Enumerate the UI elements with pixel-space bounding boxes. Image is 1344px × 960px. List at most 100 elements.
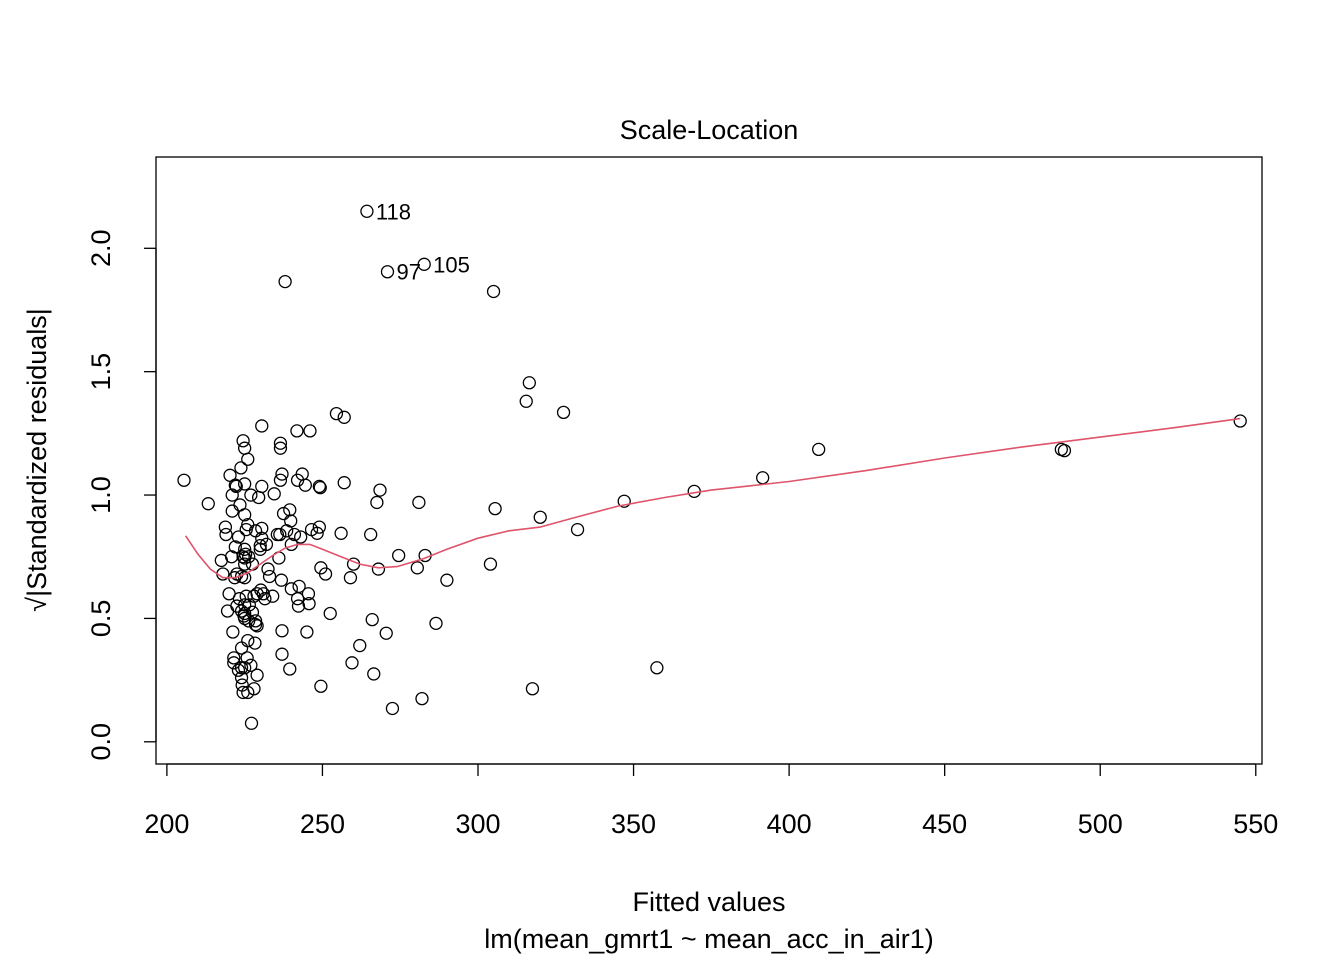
data-point xyxy=(245,605,260,619)
data-point xyxy=(250,668,264,682)
data-point xyxy=(367,667,381,681)
data-point xyxy=(283,503,297,517)
data-point xyxy=(290,424,304,438)
data-point xyxy=(225,504,239,518)
data-point xyxy=(303,424,317,438)
data-point xyxy=(373,483,387,497)
point-labels: 118 97 105 xyxy=(360,199,470,285)
labeled-point xyxy=(380,265,395,279)
x-axis: 200 250 300 350 400 450 500 550 xyxy=(144,763,1278,839)
data-point xyxy=(244,488,258,502)
data-point xyxy=(218,520,233,534)
chart-title: Scale-Location xyxy=(620,115,799,145)
x-tick-label: 450 xyxy=(922,809,967,839)
data-point xyxy=(228,478,242,492)
data-point xyxy=(486,284,501,299)
data-point xyxy=(275,467,289,481)
data-point xyxy=(364,527,378,542)
data-point xyxy=(488,501,502,516)
data-point xyxy=(244,658,258,672)
data-point xyxy=(337,410,351,424)
data-point xyxy=(273,527,287,542)
labeled-point xyxy=(417,257,431,271)
data-point xyxy=(236,434,250,448)
y-tick-label: 2.0 xyxy=(86,230,116,268)
data-point xyxy=(238,606,252,621)
data-point xyxy=(255,521,269,536)
data-point xyxy=(284,582,298,596)
data-point xyxy=(343,571,358,585)
y-tick-label: 0.5 xyxy=(86,600,116,638)
data-point xyxy=(253,538,267,553)
data-point xyxy=(275,624,289,638)
data-point xyxy=(298,478,312,492)
data-point xyxy=(345,656,359,670)
y-tick-label: 1.0 xyxy=(86,476,116,514)
data-point xyxy=(262,569,277,584)
data-point xyxy=(201,497,215,511)
data-point xyxy=(231,663,246,677)
data-point xyxy=(238,542,252,556)
x-axis-label: Fitted values xyxy=(632,887,785,917)
data-point xyxy=(219,527,233,542)
data-point xyxy=(227,656,241,670)
data-point xyxy=(756,471,770,485)
data-point xyxy=(617,494,631,508)
data-point xyxy=(329,406,344,421)
data-point xyxy=(410,561,424,575)
data-point xyxy=(379,626,393,640)
data-point xyxy=(294,530,308,544)
data-point xyxy=(440,573,454,587)
data-point xyxy=(519,394,533,408)
data-point xyxy=(283,662,297,676)
data-point xyxy=(812,442,826,457)
smoother xyxy=(184,417,1241,579)
x-tick-label: 250 xyxy=(300,809,345,839)
data-point xyxy=(238,661,252,675)
data-point xyxy=(365,613,379,627)
data-point xyxy=(415,691,429,706)
data-point xyxy=(483,557,498,571)
data-point xyxy=(313,480,327,495)
data-point xyxy=(522,376,536,390)
data-point xyxy=(273,473,288,487)
data-point xyxy=(267,487,281,501)
data-point xyxy=(244,716,259,730)
y-tick-label: 1.5 xyxy=(86,353,116,391)
data-point xyxy=(242,550,256,564)
data-point xyxy=(248,636,262,650)
data-point xyxy=(291,599,306,613)
data-point xyxy=(337,476,351,490)
data-point xyxy=(259,537,274,552)
data-point xyxy=(300,625,314,639)
data-point xyxy=(240,651,254,665)
data-point xyxy=(245,557,260,571)
data-point xyxy=(1057,443,1072,458)
data-point xyxy=(248,617,263,632)
data-point xyxy=(273,441,288,455)
data-point xyxy=(227,651,241,665)
data-point xyxy=(323,606,337,621)
data-point xyxy=(334,526,348,540)
data-point xyxy=(412,495,426,510)
data-point xyxy=(236,550,250,564)
data-point xyxy=(570,522,585,537)
data-point xyxy=(254,583,268,597)
data-point xyxy=(284,514,298,528)
data-point xyxy=(234,670,249,685)
y-tick-label: 0.0 xyxy=(86,723,116,761)
data-point xyxy=(310,526,324,540)
plot-frame xyxy=(155,156,1263,765)
data-point xyxy=(228,540,242,554)
data-point xyxy=(429,616,443,631)
data-point xyxy=(292,579,306,593)
data-point xyxy=(258,592,272,606)
y-axis: 0.0 0.5 1.0 1.5 2.0 xyxy=(86,230,157,761)
data-point xyxy=(255,479,269,494)
data-point xyxy=(370,495,384,510)
data-point xyxy=(353,638,367,653)
data-point xyxy=(302,596,316,611)
data-point xyxy=(238,571,252,585)
x-tick-label: 300 xyxy=(455,809,500,839)
data-point xyxy=(238,598,252,612)
